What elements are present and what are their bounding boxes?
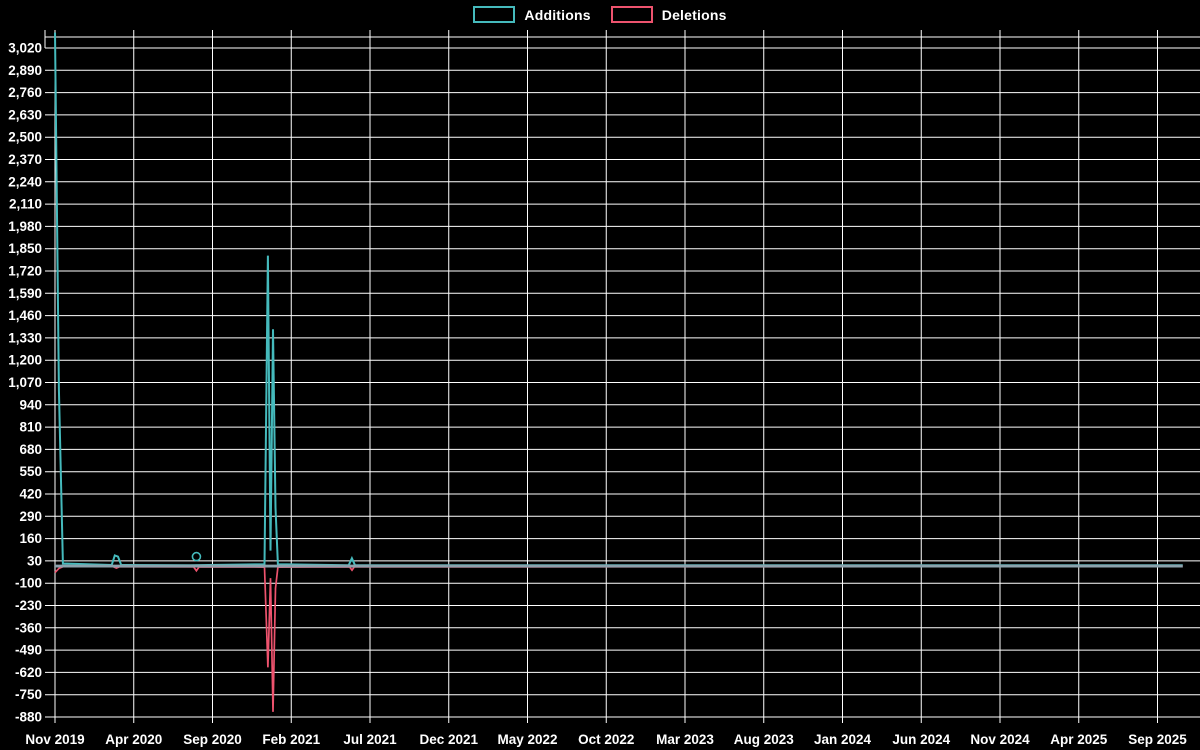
y-tick-label: -100: [15, 576, 42, 591]
x-tick-label: Feb 2021: [262, 732, 320, 747]
x-tick-label: Mar 2023: [656, 732, 714, 747]
y-tick-label: 550: [19, 464, 42, 479]
additions-swatch-icon: [473, 6, 516, 23]
legend-item-deletions[interactable]: Deletions: [610, 6, 727, 23]
chart-legend: Additions Deletions: [0, 6, 1200, 23]
deletions-line: [54, 565, 1183, 712]
y-tick-label: 2,370: [8, 152, 42, 167]
y-tick-label: 1,330: [8, 330, 42, 345]
y-tick-label: 680: [19, 442, 42, 457]
x-tick-label: Jun 2024: [892, 732, 950, 747]
x-tick-label: Apr 2025: [1050, 732, 1108, 747]
y-tick-label: 420: [19, 487, 42, 502]
x-tick-label: Sep 2020: [183, 732, 242, 747]
additions-line: [54, 32, 1183, 567]
y-tick-label: 1,980: [8, 219, 42, 234]
y-tick-label: -360: [15, 620, 42, 635]
data-point-marker: [191, 551, 202, 562]
y-tick-label: 30: [27, 553, 42, 568]
x-tick-label: Jan 2024: [814, 732, 872, 747]
x-tick-label: Dec 2021: [419, 732, 478, 747]
y-tick-label: 810: [19, 420, 42, 435]
y-tick-label: 3,020: [8, 41, 42, 56]
y-tick-label: -750: [15, 687, 42, 702]
y-tick-label: 1,200: [8, 353, 42, 368]
y-tick-label: 2,760: [8, 85, 42, 100]
y-tick-label: 2,890: [8, 63, 42, 78]
x-tick-label: Apr 2020: [105, 732, 162, 747]
x-tick-label: Aug 2023: [734, 732, 795, 747]
y-tick-label: -880: [15, 710, 42, 725]
y-tick-label: 1,720: [8, 264, 42, 279]
legend-deletions-label: Deletions: [661, 6, 727, 23]
y-tick-label: 940: [19, 397, 42, 412]
y-tick-label: 1,070: [8, 375, 42, 390]
x-tick-label: May 2022: [497, 732, 557, 747]
y-tick-label: 160: [19, 531, 42, 546]
y-tick-label: 2,500: [8, 130, 42, 145]
legend-additions-label: Additions: [524, 6, 591, 23]
y-tick-label: 290: [19, 509, 42, 524]
y-tick-label: -490: [15, 643, 42, 658]
y-tick-label: -230: [15, 598, 42, 613]
x-tick-label: Sep 2025: [1128, 732, 1187, 747]
y-tick-label: 2,110: [9, 197, 42, 212]
y-tick-label: 1,460: [8, 308, 42, 323]
y-tick-label: 2,630: [8, 107, 42, 122]
x-tick-label: Jul 2021: [343, 732, 397, 747]
y-tick-label: 2,240: [8, 174, 42, 189]
y-tick-label: -620: [15, 665, 42, 680]
y-tick-label: 1,850: [8, 241, 42, 256]
legend-item-additions[interactable]: Additions: [473, 6, 591, 23]
x-tick-label: Nov 2019: [25, 732, 84, 747]
y-tick-label: 1,590: [8, 286, 42, 301]
deletions-swatch-icon: [610, 6, 653, 23]
x-tick-label: Nov 2024: [970, 732, 1030, 747]
x-tick-label: Oct 2022: [578, 732, 634, 747]
